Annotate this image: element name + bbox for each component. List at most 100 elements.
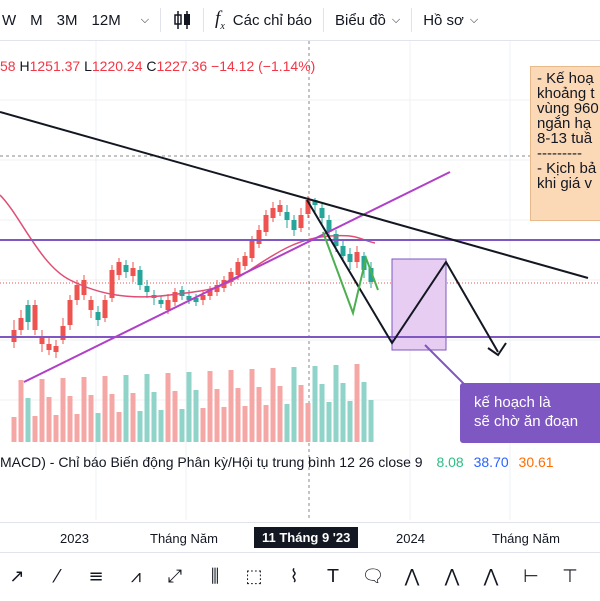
path-icon[interactable]: ⌇ <box>281 563 307 589</box>
candle-body <box>249 240 255 258</box>
candle-body <box>81 280 87 295</box>
candle-type-button[interactable] <box>165 0 199 40</box>
candle-body <box>256 230 262 244</box>
svg-text:⊢: ⊢ <box>523 566 539 587</box>
chart-type-button[interactable]: Biểu đồ ⌵ <box>328 0 407 40</box>
candle-body <box>116 262 122 275</box>
profile-label: Hồ sơ <box>423 11 464 29</box>
volume-bar <box>130 393 136 442</box>
xabcd-icon[interactable]: ⋀ <box>478 563 504 589</box>
candle-body <box>102 300 108 318</box>
macd-legend: MACD) - Chỉ báo Biến động Phân kỳ/Hội tụ… <box>0 454 554 470</box>
indicators-button[interactable]: fx Các chỉ báo <box>208 0 319 40</box>
volume-bar <box>347 401 353 442</box>
pitchfork-icon[interactable]: ⩘ <box>123 563 149 589</box>
volume-bar <box>109 394 115 442</box>
time-axis[interactable]: 2023 Tháng Năm 11 Tháng 9 '23 2024 Tháng… <box>0 522 600 553</box>
falling-trendline <box>0 111 589 279</box>
svg-text:⌇: ⌇ <box>289 566 298 587</box>
candle-body <box>172 292 178 302</box>
price-chart[interactable] <box>0 41 600 521</box>
candle-body <box>263 215 269 232</box>
zoom-icon[interactable]: ⊤ <box>557 563 583 589</box>
volume-bar <box>221 407 227 442</box>
measure-icon[interactable]: ⊢ <box>518 563 544 589</box>
candle-body <box>284 212 290 220</box>
volume-bar <box>340 383 346 442</box>
candle-body <box>25 305 31 322</box>
candle-body <box>200 295 206 300</box>
high-label: H <box>19 58 30 74</box>
candle-body <box>207 290 213 296</box>
brush-icon[interactable]: ⤢ <box>162 563 188 589</box>
candle-body <box>32 305 38 330</box>
volume-bar <box>81 377 87 442</box>
volume-bar <box>298 385 304 442</box>
macd-histogram-value: 8.08 <box>436 454 464 470</box>
volume-bar <box>235 388 241 442</box>
macd-label: MACD) - Chỉ báo Biến động Phân kỳ/Hội tụ… <box>0 454 423 470</box>
text-icon[interactable]: T <box>320 563 346 589</box>
volume-bar <box>305 403 311 442</box>
divider <box>160 8 162 32</box>
volume-bar <box>102 376 108 442</box>
rising-trendline <box>23 171 451 383</box>
note-line: vùng 960 <box>537 100 599 117</box>
candle-body <box>228 272 234 282</box>
chevron-down-icon: ⌵ <box>469 13 479 26</box>
note-line: ngắn hạ <box>537 115 592 132</box>
timeframe-12m[interactable]: 12M <box>91 11 121 29</box>
volume-bar <box>291 367 297 442</box>
abcd-icon[interactable]: ⋀ <box>439 563 465 589</box>
timeframe-m[interactable]: M <box>30 11 43 29</box>
volume-bar <box>312 366 318 442</box>
change-value: −14.12 (−1.14%) <box>211 58 316 74</box>
trendline-icon[interactable]: ⁄ <box>44 563 70 589</box>
volume-bar <box>95 413 101 442</box>
crosshair-date-label: 11 Tháng 9 '23 <box>254 527 359 548</box>
candle-body <box>305 200 311 214</box>
candle-body <box>347 254 353 262</box>
volume-bar <box>123 375 129 442</box>
drawing-toolbar: ↗ ⁄ ≡ ⩘ ⤢ ⫼ ⬚ ⌇ T 🗨 ⋀ ⋀ ⋀ ⊢ ⊤ <box>0 552 600 601</box>
plan-note[interactable]: - Kế hoạ khoảng t vùng 960 ngắn hạ 8-13 … <box>530 66 600 221</box>
chevron-down-icon: ⌵ <box>391 13 401 26</box>
candle-body <box>214 285 220 292</box>
svg-text:T: T <box>327 566 340 587</box>
volume-bar <box>74 414 80 442</box>
svg-text:⁄: ⁄ <box>51 566 62 587</box>
candle-body <box>291 220 297 230</box>
volume-bar <box>256 387 262 442</box>
top-toolbar: W M 3M 12M ⌵ fx Các chỉ báo Biểu đồ ⌵ Hồ… <box>0 0 600 41</box>
note-icon[interactable]: 🗨 <box>360 563 386 589</box>
volume-bar <box>214 389 220 442</box>
volume-bar <box>368 400 374 442</box>
volume-bar <box>242 406 248 442</box>
low-value: 1220.24 <box>91 58 143 74</box>
timeframe-w[interactable]: W <box>2 11 17 29</box>
volume-bar <box>186 372 192 442</box>
elliott-icon[interactable]: ⋀ <box>399 563 425 589</box>
axis-label: 2024 <box>396 531 425 546</box>
rectangle-icon[interactable]: ⬚ <box>241 563 267 589</box>
channel-icon[interactable]: ⫼ <box>202 563 228 589</box>
candle-body <box>46 344 52 350</box>
timeframe-dropdown[interactable]: ⌵ <box>128 0 156 40</box>
plan-callout[interactable]: kế hoạch là sẽ chờ ăn đoạn <box>460 383 600 443</box>
cursor-icon[interactable]: ↗ <box>4 563 30 589</box>
axis-label: 2023 <box>60 531 89 546</box>
fib-icon[interactable]: ≡ <box>83 563 109 589</box>
candle-body <box>144 286 150 292</box>
profile-button[interactable]: Hồ sơ ⌵ <box>416 0 485 40</box>
volume-bar <box>361 382 367 442</box>
candle-body <box>312 200 318 205</box>
candle-body <box>39 336 45 344</box>
grid <box>0 41 600 520</box>
candle-body <box>88 300 94 310</box>
volume-bar <box>53 415 59 442</box>
timeframe-3m[interactable]: 3M <box>56 11 78 29</box>
volume-bar <box>277 386 283 442</box>
volume-bar <box>270 368 276 442</box>
candle-body <box>242 256 248 266</box>
candlestick-icon <box>174 11 191 29</box>
